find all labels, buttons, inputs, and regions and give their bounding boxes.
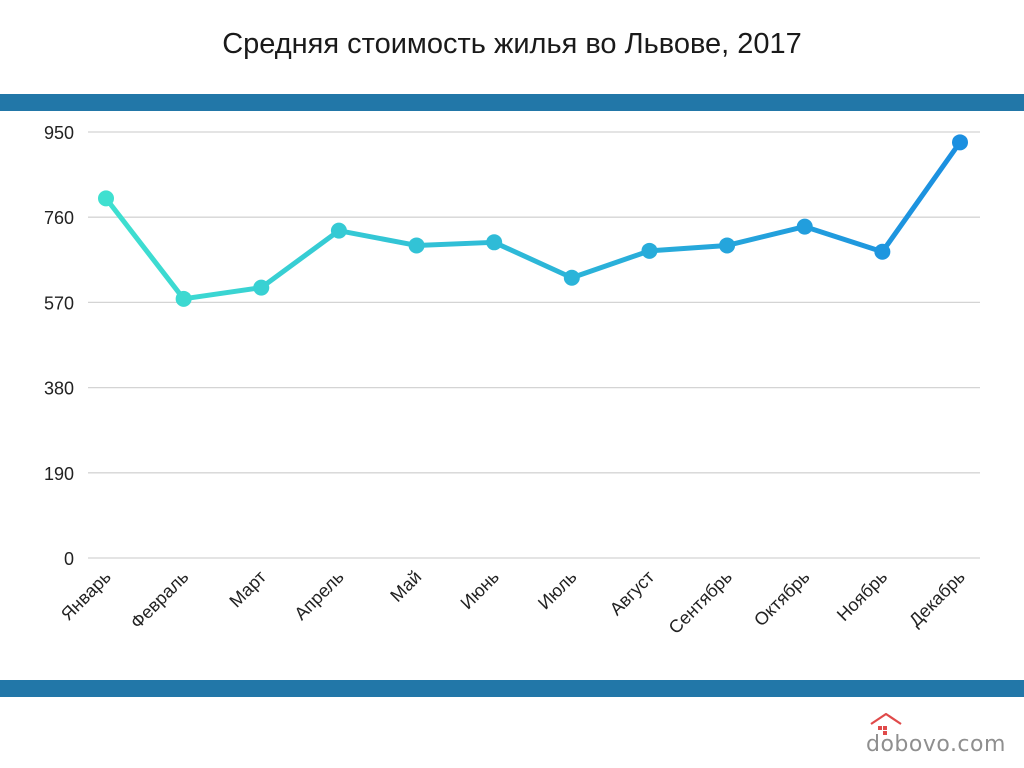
x-tick-label: Апрель bbox=[290, 567, 347, 624]
data-point bbox=[175, 290, 192, 307]
data-point bbox=[98, 190, 114, 207]
logo-text: dobovo.com bbox=[866, 732, 1006, 757]
x-tick-label: Февраль bbox=[127, 567, 193, 633]
data-point bbox=[641, 242, 658, 259]
data-point bbox=[253, 279, 270, 296]
x-tick-label: Октябрь bbox=[750, 567, 813, 630]
data-point bbox=[719, 237, 736, 254]
data-point bbox=[563, 269, 580, 286]
y-tick-label: 950 bbox=[44, 123, 74, 143]
data-point bbox=[408, 237, 425, 254]
x-tick-label: Август bbox=[606, 567, 658, 619]
x-tick-label: Декабрь bbox=[905, 567, 969, 631]
data-point bbox=[952, 134, 968, 151]
top-band bbox=[0, 94, 1024, 111]
data-point bbox=[874, 243, 891, 260]
y-tick-label: 0 bbox=[64, 549, 74, 569]
dobovo-logo: dobovo.com bbox=[866, 712, 1006, 760]
x-tick-label: Март bbox=[225, 567, 270, 612]
data-point bbox=[796, 218, 813, 235]
x-tick-label: Январь bbox=[57, 567, 115, 625]
y-tick-label: 190 bbox=[44, 464, 74, 484]
x-tick-label: Сентябрь bbox=[665, 567, 736, 638]
bottom-band bbox=[0, 680, 1024, 697]
x-tick-label: Июнь bbox=[457, 567, 504, 614]
chart-title: Средняя стоимость жилья во Львове, 2017 bbox=[222, 28, 802, 60]
x-tick-label: Май bbox=[386, 567, 425, 606]
x-tick-label: Ноябрь bbox=[833, 567, 891, 625]
y-tick-label: 570 bbox=[44, 293, 74, 313]
x-tick-label: Июль bbox=[534, 567, 581, 614]
data-point bbox=[330, 222, 347, 239]
series-line bbox=[103, 139, 963, 302]
y-tick-label: 760 bbox=[44, 208, 74, 228]
data-point bbox=[486, 234, 503, 251]
y-tick-label: 380 bbox=[44, 379, 74, 399]
house-icon bbox=[870, 712, 902, 735]
